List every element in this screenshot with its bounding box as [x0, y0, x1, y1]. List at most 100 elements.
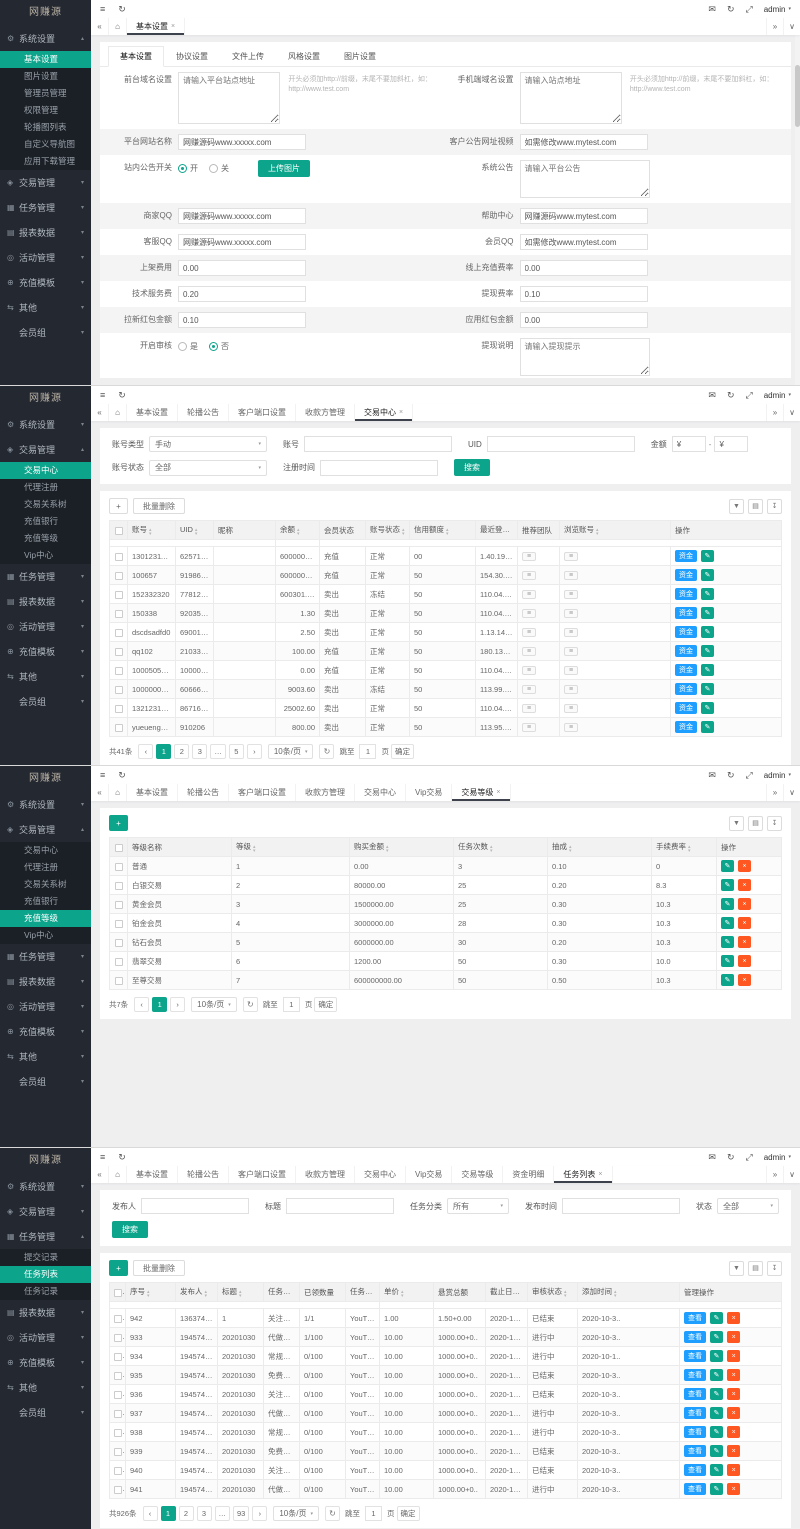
jump-page-input[interactable]	[365, 1506, 382, 1521]
team-badge-button[interactable]: ≡	[522, 609, 537, 618]
team-badge-button[interactable]: ≡	[522, 571, 537, 580]
nav-tab[interactable]: 客户端口设置	[229, 1166, 296, 1183]
search-button[interactable]: 搜索	[454, 459, 490, 476]
funds-button[interactable]: 资金	[675, 607, 697, 619]
print-icon[interactable]: ▤	[748, 815, 763, 831]
refresh-table-icon[interactable]: ↻	[325, 1506, 340, 1521]
row-checkbox[interactable]	[114, 1390, 122, 1399]
message-icon[interactable]: ✉	[708, 389, 716, 400]
nav-tab[interactable]: 轮播公告	[178, 1166, 229, 1183]
message-icon[interactable]: ✉	[708, 3, 716, 14]
tabs-scroll-left-icon[interactable]: «	[97, 408, 102, 417]
sidebar-item[interactable]: ▦ 任务管理 ▾	[0, 195, 91, 220]
row-checkbox[interactable]	[114, 1314, 122, 1323]
delete-button[interactable]: ×	[738, 879, 752, 891]
team-badge-button[interactable]: ≡	[522, 590, 537, 599]
home-tab-icon[interactable]: ⌂	[108, 404, 127, 421]
edit-button[interactable]: ✎	[721, 860, 734, 872]
select-all-checkbox[interactable]	[114, 526, 123, 535]
tabs-scroll-left-icon[interactable]: «	[97, 788, 102, 797]
team-badge-button[interactable]: ≡	[522, 552, 537, 561]
sidebar-subitem[interactable]: 交易关系树	[24, 879, 67, 889]
row-checkbox[interactable]	[114, 919, 123, 928]
column-header[interactable]: 购买金额 ▴ ▾	[349, 837, 454, 857]
sidebar-subitem[interactable]: 任务记录	[24, 1286, 59, 1296]
search-button[interactable]: 搜索	[112, 1221, 148, 1238]
edit-button[interactable]: ✎	[710, 1407, 724, 1419]
sidebar-subitem[interactable]: Vip中心	[24, 550, 54, 560]
column-header[interactable]: 管理操作	[679, 1282, 782, 1302]
sidebar-subitem[interactable]: 充值银行	[24, 516, 59, 526]
close-tab-icon[interactable]: ×	[598, 1171, 603, 1178]
delete-button[interactable]: ×	[727, 1464, 741, 1476]
column-header[interactable]: 标题 ▴ ▾	[217, 1282, 264, 1302]
admin-menu[interactable]: admin ▾	[763, 4, 791, 14]
funds-button[interactable]: 资金	[675, 569, 697, 581]
funds-button[interactable]: 资金	[675, 550, 697, 562]
nav-tab[interactable]: 基本设置	[127, 1166, 178, 1183]
sidebar-item[interactable]: ▤ 报表数据 ▾	[0, 220, 91, 245]
clear-cache-icon[interactable]: ↻	[726, 3, 735, 14]
sidebar-item[interactable]: ◈ 交易管理 ▴	[0, 817, 91, 842]
sort-icon[interactable]: ▴ ▾	[569, 844, 572, 854]
row-checkbox[interactable]	[114, 900, 123, 909]
filter-columns-icon[interactable]: ▼	[729, 815, 744, 831]
edit-button[interactable]: ✎	[701, 683, 715, 695]
listing-fee-input[interactable]	[178, 260, 306, 276]
help-center-input[interactable]	[519, 208, 648, 224]
tabs-menu-icon[interactable]: ∨	[783, 404, 800, 421]
delete-button[interactable]: ×	[738, 936, 752, 948]
sidebar-item[interactable]: ◈ 交易管理 ▾	[0, 1199, 91, 1224]
sort-icon[interactable]: ▴ ▾	[490, 844, 493, 854]
merchant-qq-input[interactable]	[178, 208, 306, 224]
close-tab-icon[interactable]: ×	[399, 409, 404, 416]
filter-columns-icon[interactable]: ▼	[729, 498, 744, 514]
tabs-scroll-right-icon[interactable]: »	[766, 784, 783, 801]
next-page-button[interactable]: ›	[170, 997, 186, 1012]
batch-delete-button[interactable]: 批量删除	[133, 498, 185, 514]
account-type-select[interactable]: 手动 ▾	[149, 436, 267, 452]
home-tab-icon[interactable]: ⌂	[108, 1166, 127, 1183]
sidebar-item[interactable]: ⊕ 充值模板 ▾	[0, 270, 91, 295]
column-header[interactable]: 最近登录IP▴▾	[475, 520, 518, 540]
sidebar-subitem[interactable]: 自定义导航图	[24, 139, 76, 149]
column-header[interactable]: 会员状态	[319, 520, 366, 540]
column-header[interactable]: 添加时间 ▴ ▾	[577, 1282, 680, 1302]
edit-button[interactable]: ✎	[721, 955, 734, 967]
sidebar-item[interactable]: ▦ 任务管理 ▾	[0, 564, 91, 589]
row-checkbox[interactable]	[114, 571, 123, 580]
sidebar-item[interactable]: ⊕ 充值模板 ▾	[0, 1350, 91, 1375]
sort-icon[interactable]: ▴ ▾	[564, 1289, 567, 1299]
edit-button[interactable]: ✎	[701, 721, 715, 733]
scrollbar[interactable]	[795, 35, 800, 385]
delete-button[interactable]: ×	[727, 1388, 741, 1400]
sidebar-subitem[interactable]: 交易关系树	[24, 499, 67, 509]
sort-icon[interactable]: ▴ ▾	[402, 527, 405, 537]
batch-delete-button[interactable]: 批量删除	[133, 1260, 185, 1276]
sidebar-item[interactable]: ◎ 活动管理 ▾	[0, 245, 91, 270]
sidebar-item[interactable]: ◎ 活动管理 ▾	[0, 994, 91, 1019]
sidebar-item[interactable]: ⚙ 系统设置 ▾	[0, 412, 91, 437]
withdraw-rate-input[interactable]	[519, 286, 648, 302]
row-checkbox[interactable]	[114, 1409, 122, 1418]
delete-button[interactable]: ×	[727, 1445, 741, 1457]
row-checkbox[interactable]	[114, 723, 123, 732]
delete-button[interactable]: ×	[727, 1426, 741, 1438]
funds-button[interactable]: 资金	[675, 626, 697, 638]
sidebar-subitem[interactable]: 管理员管理	[24, 88, 67, 98]
page-button[interactable]: 1	[160, 1506, 176, 1521]
row-checkbox[interactable]	[114, 938, 123, 947]
edit-button[interactable]: ✎	[721, 879, 734, 891]
sidebar-item[interactable]: ▤ 报表数据 ▾	[0, 1300, 91, 1325]
column-header[interactable]: 等级名称	[127, 837, 232, 857]
edit-button[interactable]: ✎	[710, 1464, 724, 1476]
invite-redpacket-input[interactable]	[178, 312, 306, 328]
page-size-select[interactable]: 10条/页 ▾	[191, 997, 237, 1012]
sort-icon[interactable]: ▴ ▾	[446, 527, 449, 537]
message-icon[interactable]: ✉	[708, 1151, 716, 1162]
delete-button[interactable]: ×	[738, 860, 752, 872]
browse-account-button[interactable]: ≡	[564, 685, 579, 694]
sidebar-item[interactable]: ⊕ 充值模板 ▾	[0, 639, 91, 664]
sidebar-subitem[interactable]: 提交记录	[24, 1252, 59, 1262]
row-checkbox[interactable]	[114, 1352, 122, 1361]
